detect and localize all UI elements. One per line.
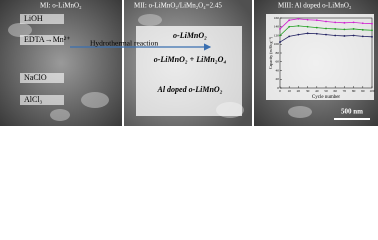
product: o-LiMnO₂ + LiMn₂O₄ bbox=[154, 55, 227, 64]
point bbox=[371, 29, 373, 32]
point bbox=[288, 19, 291, 22]
point bbox=[297, 33, 300, 36]
point bbox=[306, 25, 309, 28]
point bbox=[334, 28, 337, 30]
point bbox=[325, 27, 327, 30]
reagent: AlCl₃ bbox=[24, 95, 43, 104]
y-tick-label: 80 bbox=[276, 51, 280, 55]
figure: MI: o-LiMnO₂ MII: o-LiMnO₂/LiMn₂O₄=2.45 MI… bbox=[0, 0, 378, 126]
y-tick-label: 100 bbox=[274, 42, 280, 46]
x-axis-label: Cycle number bbox=[312, 95, 341, 100]
point bbox=[334, 21, 337, 24]
point bbox=[315, 26, 318, 29]
scale-bar-label: 500 nm bbox=[341, 108, 363, 116]
y-tick-label: 120 bbox=[274, 33, 280, 37]
y-axis-label: Capacity (mAh g⁻¹) bbox=[268, 36, 273, 69]
point bbox=[288, 25, 291, 28]
y-tick-label: 160 bbox=[274, 16, 280, 20]
x-tick-label: 30 bbox=[306, 89, 310, 93]
product: Al doped o-LiMnO₂ bbox=[156, 85, 222, 94]
reagent: EDTA→Mn²⁺ bbox=[24, 35, 70, 44]
point bbox=[325, 33, 327, 36]
x-tick-label: 50 bbox=[324, 89, 328, 93]
point bbox=[279, 28, 281, 30]
y-tick-label: 140 bbox=[274, 25, 280, 29]
x-tick-label: 40 bbox=[315, 89, 319, 93]
y-tick-label: 20 bbox=[276, 77, 280, 81]
point bbox=[279, 41, 281, 43]
point bbox=[361, 22, 364, 25]
panel-title: MI: o-LiMnO₂ bbox=[40, 2, 82, 10]
point bbox=[343, 35, 346, 37]
point bbox=[361, 35, 364, 38]
point bbox=[279, 34, 281, 37]
point bbox=[306, 32, 309, 35]
label-bg bbox=[20, 73, 64, 83]
arrow-label: Hydrothermal reaction bbox=[90, 39, 158, 48]
x-tick-label: 10 bbox=[287, 89, 291, 93]
label-bg bbox=[20, 95, 64, 105]
point bbox=[352, 21, 355, 24]
point bbox=[334, 34, 337, 37]
point bbox=[371, 22, 373, 25]
x-tick-label: 80 bbox=[352, 89, 356, 93]
point bbox=[343, 28, 346, 31]
point bbox=[315, 19, 318, 22]
point bbox=[325, 20, 327, 23]
point bbox=[297, 24, 300, 27]
y-tick-label: 60 bbox=[276, 60, 280, 64]
label-bg bbox=[20, 35, 64, 45]
point bbox=[306, 18, 309, 21]
y-tick-label: 40 bbox=[276, 68, 280, 72]
x-tick-label: 70 bbox=[343, 89, 347, 93]
reagent: LiOH bbox=[24, 14, 43, 23]
text-box bbox=[136, 26, 242, 116]
y-tick-label: 0 bbox=[277, 86, 279, 90]
point bbox=[352, 28, 355, 30]
product: o-LiMnO₂ bbox=[173, 31, 207, 40]
x-tick-label: 100 bbox=[369, 89, 375, 93]
x-tick-label: 90 bbox=[361, 89, 365, 93]
point bbox=[288, 35, 291, 38]
point bbox=[352, 34, 355, 37]
x-tick-label: 60 bbox=[333, 89, 337, 93]
x-tick-label: 20 bbox=[297, 89, 301, 93]
reagent: NaClO bbox=[24, 73, 47, 82]
panel-title: MII: o-LiMnO₂/LiMn₂O₄=2.45 bbox=[134, 2, 222, 10]
point bbox=[371, 35, 373, 38]
point bbox=[361, 28, 364, 31]
panel-title: MIII: Al doped o-LiMnO₂ bbox=[278, 2, 352, 10]
point bbox=[297, 17, 300, 20]
x-tick-label: 0 bbox=[279, 89, 281, 93]
label-bg bbox=[20, 14, 64, 24]
point bbox=[343, 21, 346, 24]
chart-bg bbox=[266, 14, 374, 100]
point bbox=[315, 32, 318, 35]
